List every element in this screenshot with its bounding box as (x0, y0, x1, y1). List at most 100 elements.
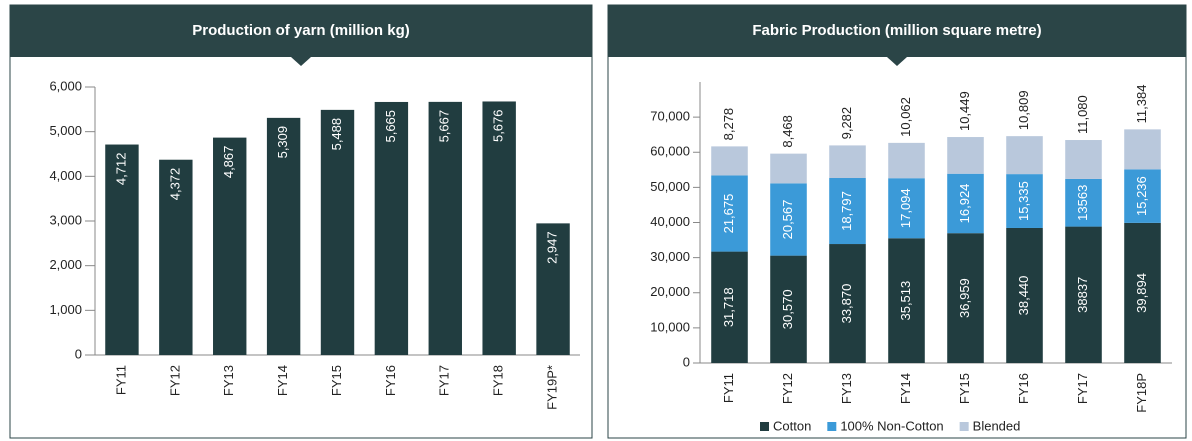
header-notch (887, 57, 907, 66)
x-tick-label: FY13 (839, 373, 854, 404)
x-tick-label: FY18P (1134, 373, 1149, 413)
y-tick-label: 6,000 (49, 78, 82, 93)
value-label: 39,894 (1134, 273, 1149, 313)
value-label: 8,278 (721, 108, 736, 141)
bar (482, 101, 516, 355)
value-label: 20,567 (780, 200, 795, 240)
bar-segment (1006, 136, 1043, 175)
x-tick-label: FY12 (780, 373, 795, 404)
value-label: 2,947 (544, 231, 559, 264)
value-label: 11,080 (1075, 95, 1090, 134)
bar (536, 223, 570, 355)
legend-swatch (827, 422, 837, 431)
x-tick-label: FY15 (957, 373, 972, 404)
value-label: 30,570 (780, 289, 795, 329)
value-label: 5,676 (491, 109, 506, 142)
bar-segment (829, 145, 866, 179)
bar (428, 101, 462, 356)
y-tick-label: 40,000 (650, 214, 690, 229)
bar-segment (1065, 140, 1102, 179)
value-label: 15,335 (1016, 181, 1031, 221)
bar (374, 101, 409, 355)
bar-segment (770, 255, 807, 363)
bar-segment (711, 251, 748, 363)
y-tick-label: 0 (683, 354, 690, 369)
x-tick-label: FY19P* (544, 365, 559, 410)
bar-segment (1065, 178, 1102, 227)
value-label: 38837 (1075, 277, 1090, 313)
x-tick-label: FY16 (1016, 373, 1031, 404)
value-label: 8,468 (780, 115, 795, 148)
bar (105, 144, 139, 355)
x-tick-label: FY17 (437, 365, 452, 396)
value-label: 36,959 (957, 278, 972, 318)
value-label: 4,867 (221, 146, 236, 179)
y-tick-label: 70,000 (650, 109, 690, 124)
value-label: 38,440 (1016, 276, 1031, 316)
value-label: 4,372 (167, 168, 182, 201)
y-tick-label: 50,000 (650, 179, 690, 194)
chart-title: Fabric Production (million square metre) (752, 22, 1041, 39)
y-tick-label: 1,000 (49, 302, 82, 317)
value-label: 16,924 (957, 184, 972, 224)
bar-segment (770, 153, 807, 184)
value-label: 11,384 (1134, 85, 1149, 124)
legend-swatch (760, 422, 769, 431)
x-tick-label: FY18 (491, 365, 506, 396)
y-tick-label: 10,000 (650, 319, 690, 334)
value-label: 17,094 (898, 188, 913, 228)
value-label: 9,282 (839, 107, 854, 140)
value-label: 5,667 (437, 110, 452, 143)
legend-label: Blended (973, 418, 1021, 433)
x-tick-label: FY11 (721, 373, 736, 403)
value-label: 18,797 (839, 191, 854, 231)
value-label: 21,675 (721, 194, 736, 234)
value-label: 31,718 (721, 287, 736, 327)
y-tick-label: 3,000 (49, 212, 82, 227)
y-tick-label: 20,000 (650, 284, 690, 299)
y-tick-label: 0 (75, 346, 82, 361)
value-label: 35,513 (898, 281, 913, 321)
y-tick-label: 5,000 (49, 123, 82, 138)
bar-segment (888, 142, 925, 179)
bar (159, 159, 193, 355)
bar-segment (1006, 174, 1043, 228)
bar-segment (1006, 227, 1043, 363)
bar (213, 137, 247, 355)
value-label: 10,062 (898, 97, 913, 137)
bar-segment (1124, 222, 1161, 363)
bar-segment (829, 178, 866, 245)
y-tick-label: 60,000 (650, 144, 690, 159)
panel-header (608, 5, 1186, 57)
value-label: 5,488 (329, 118, 344, 151)
bar-segment (947, 173, 984, 234)
y-tick-label: 2,000 (49, 257, 82, 272)
value-label: 4,712 (113, 153, 128, 186)
bar-segment (888, 178, 925, 239)
value-label: 5,665 (383, 110, 398, 143)
bar-segment (947, 233, 984, 363)
chart-title: Production of yarn (million kg) (192, 22, 410, 39)
legend-label: 100% Non-Cotton (840, 418, 943, 433)
bar-segment (711, 146, 748, 176)
y-tick-label: 30,000 (650, 249, 690, 264)
value-label: 33,870 (839, 284, 854, 324)
panel-header (10, 5, 592, 57)
x-tick-label: FY14 (275, 365, 290, 396)
bar-segment (947, 137, 984, 174)
bar-segment (1124, 129, 1161, 170)
x-tick-label: FY17 (1075, 373, 1090, 404)
value-label: 5,309 (275, 126, 290, 159)
bar (266, 117, 301, 355)
value-label: 10,809 (1016, 90, 1031, 130)
bar (320, 109, 355, 356)
x-tick-label: FY14 (898, 373, 913, 404)
x-tick-label: FY13 (221, 365, 236, 396)
header-notch (291, 57, 311, 66)
value-label: 15,236 (1134, 176, 1149, 216)
x-tick-label: FY15 (329, 365, 344, 396)
bar-segment (888, 238, 925, 363)
bar-segment (711, 175, 748, 252)
